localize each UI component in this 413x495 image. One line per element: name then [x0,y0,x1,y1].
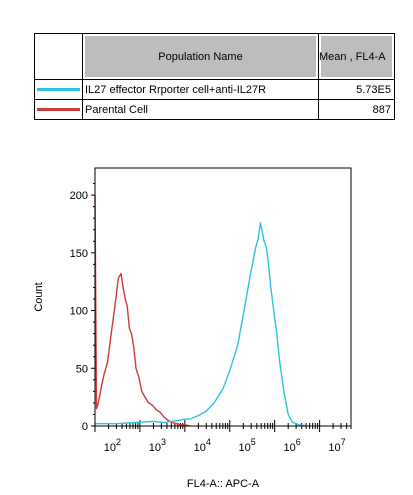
series-line-effector [95,222,307,427]
legend-swatch-cell [34,99,83,120]
legend-row-mean: 887 [318,99,395,120]
x-tick-label: 106 [283,437,300,454]
x-tick-label: 104 [194,437,211,454]
y-tick-label: 0 [82,421,88,433]
legend-table: Population Name Mean , FL4-A IL27 effect… [34,33,395,120]
legend-header-row: Population Name Mean , FL4-A [34,33,395,80]
plot-frame [94,167,352,427]
legend-row: Parental Cell 887 [34,99,395,120]
legend-header-blank [34,33,83,80]
y-tick-label: 150 [70,248,88,260]
x-tick-label: 107 [328,437,345,454]
y-tick-label: 200 [70,190,88,202]
legend-header-mean: Mean , FL4-A [318,33,395,80]
legend-row: IL27 effector Rrporter cell+anti-IL27R 5… [34,79,395,100]
y-tick-label: 100 [70,306,88,318]
legend-swatch-cyan [37,88,80,91]
x-axis-label: FL4-A:: APC-A [187,478,260,490]
legend-header-name: Population Name [82,33,319,80]
legend-swatch-red [37,108,80,111]
x-tick-label: 105 [239,437,256,454]
series-line-parental [94,195,191,427]
y-tick-label: 50 [76,363,88,375]
x-tick-label: 102 [104,437,121,454]
x-tick-label: 103 [149,437,166,454]
y-axis-label: Count [33,282,45,311]
